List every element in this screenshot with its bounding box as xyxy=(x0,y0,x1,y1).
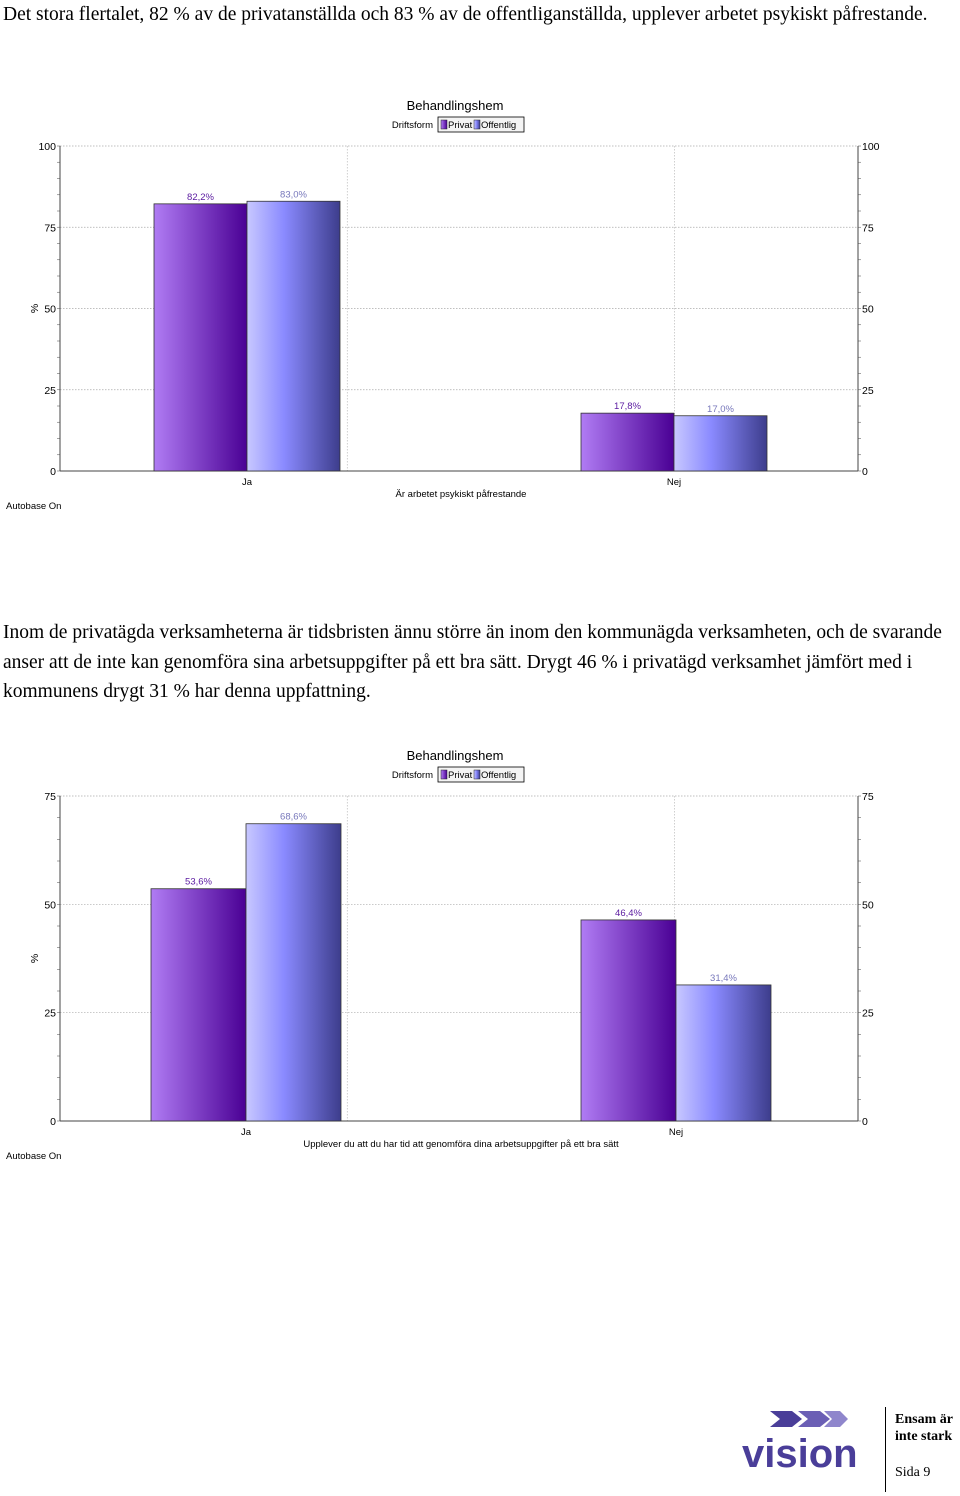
legend-item-offentlig: Offentlig xyxy=(481,770,516,781)
autobase-note: Autobase On xyxy=(6,1151,61,1162)
legend-swatch-offentlig xyxy=(473,769,481,780)
y-tick-right: 50 xyxy=(862,899,874,911)
chart-1: Behandlingshem Driftsform Privat Offentlig 0… xyxy=(0,92,960,532)
x-tick-ja: Ja xyxy=(241,1127,252,1138)
page-number: Sida 9 xyxy=(895,1465,931,1480)
x-tick-nej: Nej xyxy=(669,1127,683,1138)
bar-offentlig-nej xyxy=(675,984,772,1122)
y-tick-left: 25 xyxy=(44,1008,56,1020)
chart-title: Behandlingshem xyxy=(407,748,504,763)
legend-swatch-offentlig xyxy=(473,119,481,130)
y-tick-left: 0 xyxy=(50,466,56,478)
y-tick-right: 25 xyxy=(862,385,874,397)
data-label-offentlig-nej: 17,0% xyxy=(707,404,734,415)
y-axis-label: % xyxy=(29,304,41,313)
y-tick-right: 75 xyxy=(862,222,874,234)
y-tick-left: 100 xyxy=(38,141,56,153)
footer-divider xyxy=(885,1407,886,1492)
y-tick-right: 50 xyxy=(862,304,874,316)
vision-logo: vision xyxy=(740,1405,880,1476)
bar-privat-nej xyxy=(580,412,675,472)
x-axis-label: Är arbetet psykiskt påfrestande xyxy=(396,489,527,500)
y-tick-left: 25 xyxy=(44,385,56,397)
bar-offentlig-ja xyxy=(245,823,342,1122)
legend-item-privat: Privat xyxy=(448,120,473,131)
y-tick-right: 75 xyxy=(862,791,874,803)
x-tick-nej: Nej xyxy=(667,477,681,488)
y-tick-right: 0 xyxy=(862,1116,868,1128)
y-tick-left: 75 xyxy=(44,791,56,803)
y-tick-right: 25 xyxy=(862,1008,874,1020)
chart-1-svg: Behandlingshem Driftsform Privat Offentlig 0… xyxy=(6,98,880,512)
y-tick-left: 75 xyxy=(44,222,56,234)
y-tick-right: 100 xyxy=(862,141,880,153)
tagline-line-2: inte stark xyxy=(895,1429,953,1444)
tagline-line-1: Ensam är xyxy=(895,1412,953,1427)
bar-offentlig-ja xyxy=(246,200,341,472)
x-axis-label: Upplever du att du har tid att genomföra… xyxy=(303,1139,619,1150)
legend-box xyxy=(437,766,525,783)
y-tick-right: 0 xyxy=(862,466,868,478)
brand-wordmark: vision xyxy=(742,1432,858,1475)
tagline: Ensam är inte stark xyxy=(895,1411,953,1445)
y-tick-left: 50 xyxy=(44,304,56,316)
chart-2: Behandlingshem Driftsform Privat Offentlig 0… xyxy=(0,742,960,1182)
chart-2-svg: Behandlingshem Driftsform Privat Offentlig 0… xyxy=(6,748,874,1162)
legend-label: Driftsform xyxy=(392,770,433,781)
y-tick-left: 50 xyxy=(44,899,56,911)
legend-box xyxy=(437,116,525,133)
data-label-privat-ja: 53,6% xyxy=(185,877,212,888)
data-label-offentlig-ja: 68,6% xyxy=(280,812,307,823)
legend-swatch-privat xyxy=(440,769,448,780)
bar-privat-ja xyxy=(150,888,247,1122)
y-axis-label: % xyxy=(29,954,41,963)
legend-item-privat: Privat xyxy=(448,770,473,781)
bar-privat-ja xyxy=(153,203,248,472)
footer: vision Ensam är inte stark Sida 9 xyxy=(740,1405,960,1496)
data-label-privat-ja: 82,2% xyxy=(187,192,214,203)
data-label-privat-nej: 46,4% xyxy=(615,908,642,919)
autobase-note: Autobase On xyxy=(6,501,61,512)
data-label-offentlig-nej: 31,4% xyxy=(710,973,737,984)
paragraph-2: Inom de privatägda verksamheterna är tid… xyxy=(3,622,942,702)
bar-privat-nej xyxy=(580,919,677,1122)
data-label-offentlig-ja: 83,0% xyxy=(280,189,307,200)
legend-swatch-privat xyxy=(440,119,448,130)
chart-title: Behandlingshem xyxy=(407,98,504,113)
bar-offentlig-nej xyxy=(673,415,768,472)
legend-label: Driftsform xyxy=(392,120,433,131)
intro-paragraph: Det stora flertalet, 82 % av de privatan… xyxy=(3,4,928,25)
x-tick-ja: Ja xyxy=(242,477,253,488)
y-tick-left: 0 xyxy=(50,1116,56,1128)
legend-item-offentlig: Offentlig xyxy=(481,120,516,131)
data-label-privat-nej: 17,8% xyxy=(614,401,641,412)
